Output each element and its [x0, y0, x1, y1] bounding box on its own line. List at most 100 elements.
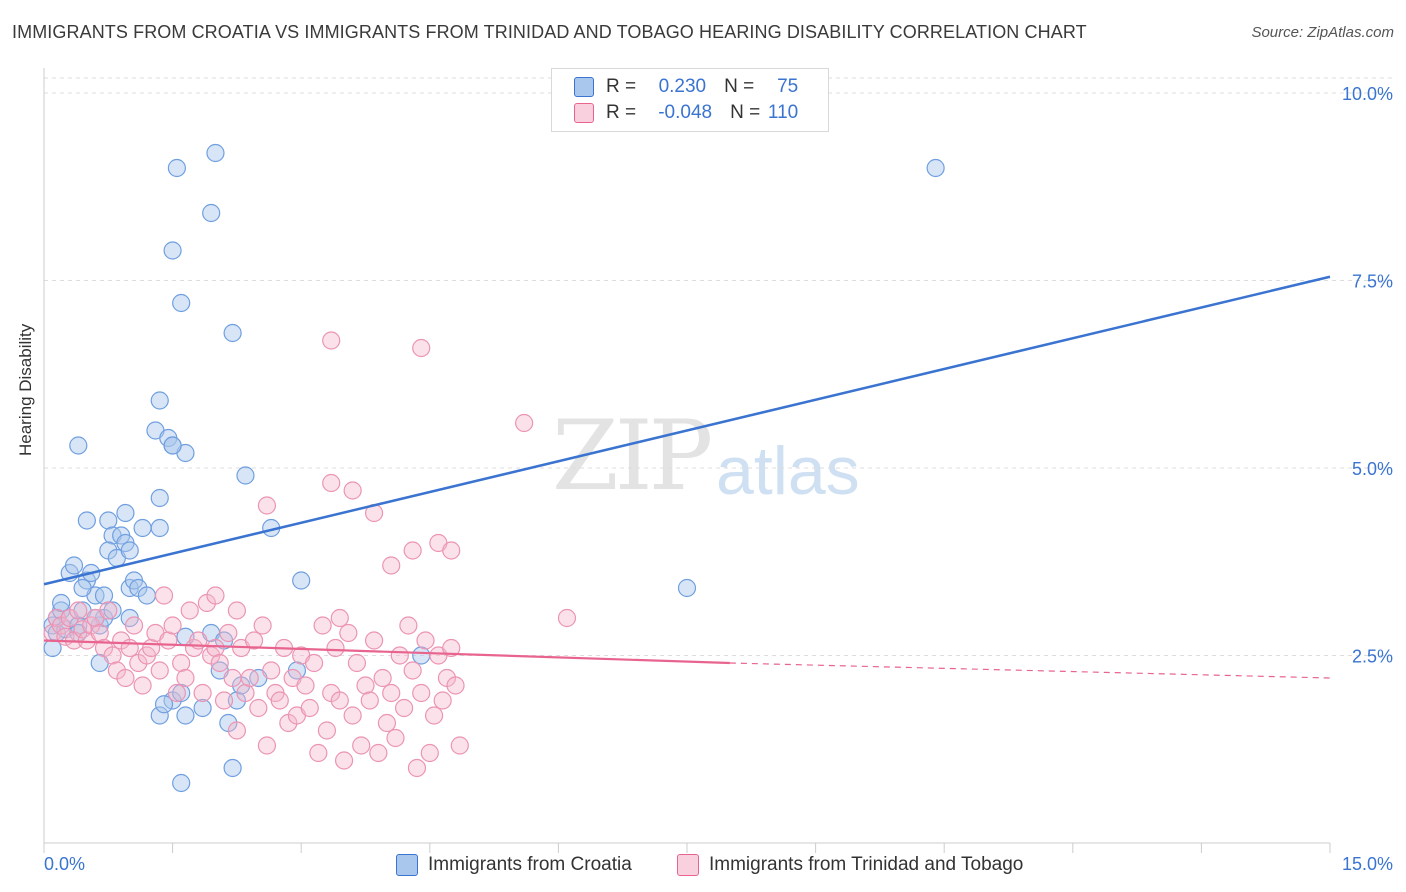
- trinidad-point: [227, 721, 246, 740]
- croatia-point: [163, 241, 182, 260]
- trinidad-point: [124, 616, 144, 635]
- croatia-point: [69, 436, 88, 455]
- bottom-legend-trinidad: Immigrants from Trinidad and Tobago: [677, 852, 1023, 878]
- trinidad-point: [219, 623, 238, 643]
- legend-n-label: N =: [724, 76, 755, 97]
- trinidad-point: [210, 653, 229, 673]
- croatia-point: [206, 143, 225, 163]
- croatia-point: [137, 586, 156, 605]
- trinidad-point: [442, 638, 461, 658]
- trinidad-point: [214, 691, 234, 710]
- trinidad-point: [394, 698, 414, 718]
- trinidad-point: [206, 638, 225, 658]
- trinidad-point: [424, 706, 444, 725]
- trinidad-point: [420, 743, 439, 763]
- trinidad-point: [334, 751, 354, 770]
- trinidad-point: [154, 586, 174, 605]
- croatia-point: [172, 773, 191, 793]
- trinidad-point: [356, 676, 375, 695]
- trinidad-point: [309, 743, 328, 763]
- trinidad-point: [330, 691, 349, 710]
- croatia-point: [292, 571, 311, 590]
- croatia-point: [43, 638, 62, 658]
- legend-n-value: 110: [767, 102, 799, 123]
- trinidad-point: [382, 556, 401, 575]
- trinidad-point: [407, 758, 427, 778]
- trinidad-point: [369, 743, 388, 763]
- trinidad-point: [364, 631, 384, 650]
- trinidad-point: [253, 616, 272, 635]
- croatia-point: [120, 541, 139, 560]
- trinidad-point: [227, 601, 246, 620]
- trinidad-point: [296, 676, 315, 695]
- trinidad-point: [352, 736, 371, 755]
- correlation-legend: R = 0.230 N = 75 R = -0.048 N = 110: [551, 68, 829, 132]
- trinidad-point: [103, 646, 122, 665]
- legend-r-value: 0.230: [658, 76, 707, 97]
- croatia-point: [167, 158, 186, 178]
- trinidad-point: [446, 676, 465, 695]
- trinidad-point: [339, 623, 358, 643]
- legend-r-label: R =: [606, 102, 637, 123]
- trinidad-point: [163, 616, 182, 635]
- trinidad-point: [133, 676, 152, 695]
- legend-swatch-croatia: [574, 77, 594, 97]
- croatia-point: [150, 706, 169, 725]
- trinidad-point: [343, 481, 362, 500]
- trinidad-point: [322, 331, 341, 350]
- trinidad-point: [343, 706, 362, 725]
- trinidad-point: [390, 646, 409, 665]
- y-tick-label: 5.0%: [1352, 459, 1393, 479]
- trinidad-point: [262, 661, 281, 680]
- croatia-point: [73, 578, 92, 598]
- trinidad-point: [206, 586, 225, 605]
- bottom-legend-swatch-trinidad: [677, 854, 699, 876]
- croatia-point: [236, 466, 255, 485]
- croatia-point: [99, 511, 118, 530]
- croatia-point: [154, 695, 174, 714]
- trinidad-point: [236, 683, 255, 703]
- croatia-point: [176, 706, 195, 725]
- croatia-point: [163, 436, 182, 455]
- trinidad-point: [257, 736, 277, 755]
- trinidad-point: [412, 683, 431, 703]
- trinidad-point: [176, 668, 195, 688]
- trinidad-point: [223, 668, 242, 688]
- croatia-point: [223, 323, 242, 343]
- trinidad-point: [172, 653, 191, 673]
- croatia-point: [172, 683, 191, 703]
- legend-r-label: R =: [606, 76, 637, 97]
- trinidad-point: [249, 698, 268, 718]
- trinidad-point: [313, 616, 332, 635]
- trinidad-point: [240, 668, 259, 688]
- croatia-point: [412, 646, 431, 665]
- trinidad-point: [403, 541, 422, 560]
- trinidad-point: [442, 541, 461, 560]
- trinidad-point: [386, 728, 405, 748]
- croatia-point: [103, 601, 122, 620]
- bottom-legend-label-croatia: Immigrants from Croatia: [428, 854, 632, 875]
- croatia-point: [77, 511, 96, 530]
- trinidad-point: [193, 683, 212, 703]
- trinidad-point: [317, 721, 337, 740]
- croatia-point: [116, 503, 135, 523]
- x-tick-label-min: 0.0%: [44, 854, 85, 874]
- y-tick-label: 7.5%: [1352, 272, 1393, 292]
- trinidad-point: [322, 473, 341, 493]
- trinidad-point: [326, 638, 345, 658]
- trinidad-point: [150, 661, 169, 680]
- watermark-atlas: atlas: [716, 433, 860, 509]
- y-tick-label: 2.5%: [1352, 647, 1393, 667]
- trinidad-point: [330, 608, 349, 628]
- trinidad-point: [159, 631, 178, 650]
- trinidad-point: [412, 338, 431, 358]
- croatia-point: [94, 586, 114, 605]
- legend-r-value: -0.048: [658, 102, 713, 123]
- y-tick-label: 10.0%: [1342, 84, 1393, 104]
- trinidad-point: [142, 638, 161, 658]
- croatia-point: [926, 158, 945, 178]
- croatia-point: [64, 556, 84, 575]
- legend-row-croatia: R = 0.230 N = 75: [574, 75, 798, 99]
- legend-n-label: N =: [730, 102, 761, 123]
